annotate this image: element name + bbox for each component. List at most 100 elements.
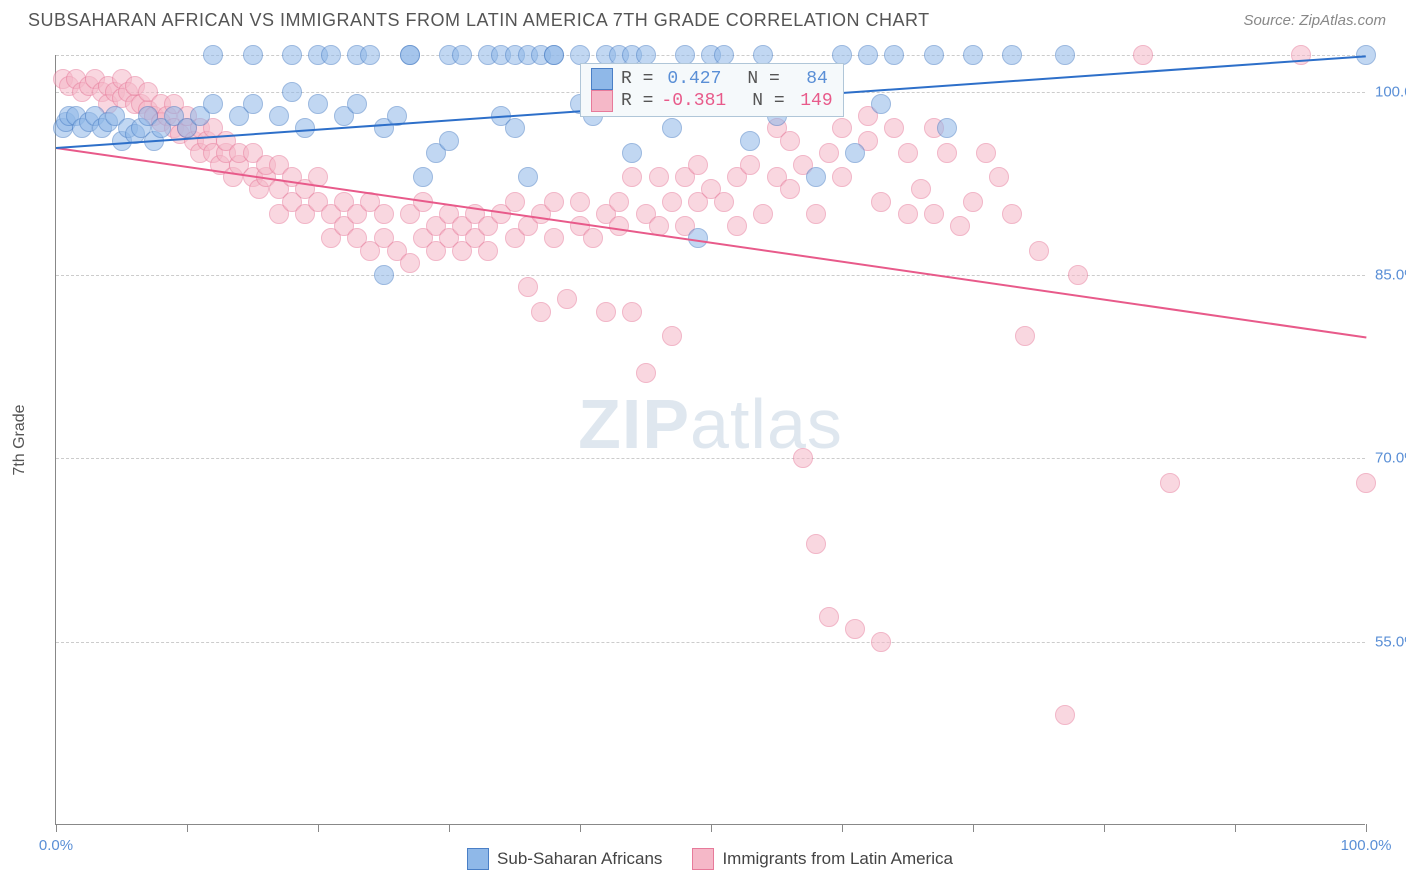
source-attribution: Source: ZipAtlas.com <box>1243 12 1386 29</box>
legend-label: Immigrants from Latin America <box>722 849 953 869</box>
data-point <box>937 143 957 163</box>
data-point <box>1029 241 1049 261</box>
x-tick <box>56 824 57 832</box>
data-point <box>1002 204 1022 224</box>
n-value: 149 <box>793 91 833 111</box>
n-value: 84 <box>788 69 828 89</box>
data-point <box>1068 265 1088 285</box>
data-point <box>596 302 616 322</box>
data-point <box>740 131 760 151</box>
legend-swatch <box>467 848 489 870</box>
data-point <box>989 167 1009 187</box>
data-point <box>374 265 394 285</box>
data-point <box>911 179 931 199</box>
data-point <box>439 131 459 151</box>
n-label: N = <box>752 91 784 111</box>
gridline <box>56 642 1365 643</box>
data-point <box>1002 45 1022 65</box>
n-label: N = <box>747 69 779 89</box>
watermark-bold: ZIP <box>578 385 690 463</box>
r-value: -0.381 <box>661 91 726 111</box>
legend-label: Sub-Saharan Africans <box>497 849 662 869</box>
y-tick-label: 100.0% <box>1375 83 1406 100</box>
data-point <box>243 45 263 65</box>
data-point <box>780 131 800 151</box>
data-point <box>203 45 223 65</box>
data-point <box>806 534 826 554</box>
x-tick <box>1366 824 1367 832</box>
data-point <box>793 448 813 468</box>
data-point <box>1055 45 1075 65</box>
data-point <box>898 143 918 163</box>
data-point <box>478 241 498 261</box>
legend-swatch <box>692 848 714 870</box>
x-tick <box>1104 824 1105 832</box>
x-tick <box>580 824 581 832</box>
data-point <box>858 45 878 65</box>
data-point <box>203 94 223 114</box>
data-point <box>269 106 289 126</box>
x-tick <box>187 824 188 832</box>
legend-item: Immigrants from Latin America <box>692 848 953 870</box>
data-point <box>740 155 760 175</box>
data-point <box>570 192 590 212</box>
data-point <box>622 143 642 163</box>
data-point <box>662 192 682 212</box>
data-point <box>832 167 852 187</box>
data-point <box>505 118 525 138</box>
data-point <box>845 619 865 639</box>
data-point <box>963 45 983 65</box>
x-tick <box>449 824 450 832</box>
data-point <box>636 363 656 383</box>
r-label: R = <box>621 91 653 111</box>
gridline <box>56 275 1365 276</box>
data-point <box>557 289 577 309</box>
data-point <box>413 167 433 187</box>
data-point <box>321 45 341 65</box>
data-point <box>662 326 682 346</box>
data-point <box>1160 473 1180 493</box>
data-point <box>753 204 773 224</box>
data-point <box>360 45 380 65</box>
stats-box: R =0.427N =84R =-0.381N =149 <box>580 63 844 117</box>
data-point <box>937 118 957 138</box>
data-point <box>871 632 891 652</box>
data-point <box>871 94 891 114</box>
x-tick <box>842 824 843 832</box>
data-point <box>871 192 891 212</box>
data-point <box>714 192 734 212</box>
y-axis-label: 7th Grade <box>11 404 29 475</box>
stats-row: R = -0.381 N = 149 <box>591 90 833 112</box>
data-point <box>780 179 800 199</box>
y-tick-label: 85.0% <box>1375 267 1406 284</box>
data-point <box>243 94 263 114</box>
data-point <box>963 192 983 212</box>
data-point <box>622 302 642 322</box>
bottom-legend: Sub-Saharan Africans Immigrants from Lati… <box>55 848 1365 870</box>
data-point <box>282 82 302 102</box>
trend-line <box>56 147 1366 338</box>
data-point <box>347 94 367 114</box>
plot-area: ZIPatlas 55.0%70.0%85.0%100.0%0.0%100.0%… <box>55 55 1365 825</box>
stats-row: R =0.427N =84 <box>591 68 833 90</box>
data-point <box>374 204 394 224</box>
legend-item: Sub-Saharan Africans <box>467 848 662 870</box>
data-point <box>950 216 970 236</box>
data-point <box>518 167 538 187</box>
data-point <box>609 192 629 212</box>
y-tick-label: 55.0% <box>1375 633 1406 650</box>
data-point <box>518 277 538 297</box>
x-tick <box>973 824 974 832</box>
r-label: R = <box>621 69 653 89</box>
data-point <box>308 94 328 114</box>
y-tick-label: 70.0% <box>1375 450 1406 467</box>
data-point <box>898 204 918 224</box>
data-point <box>282 45 302 65</box>
watermark-light: atlas <box>690 385 843 463</box>
data-point <box>505 192 525 212</box>
data-point <box>1356 473 1376 493</box>
x-tick <box>711 824 712 832</box>
data-point <box>544 45 564 65</box>
data-point <box>622 167 642 187</box>
chart-container: ZIPatlas 55.0%70.0%85.0%100.0%0.0%100.0%… <box>55 55 1365 825</box>
